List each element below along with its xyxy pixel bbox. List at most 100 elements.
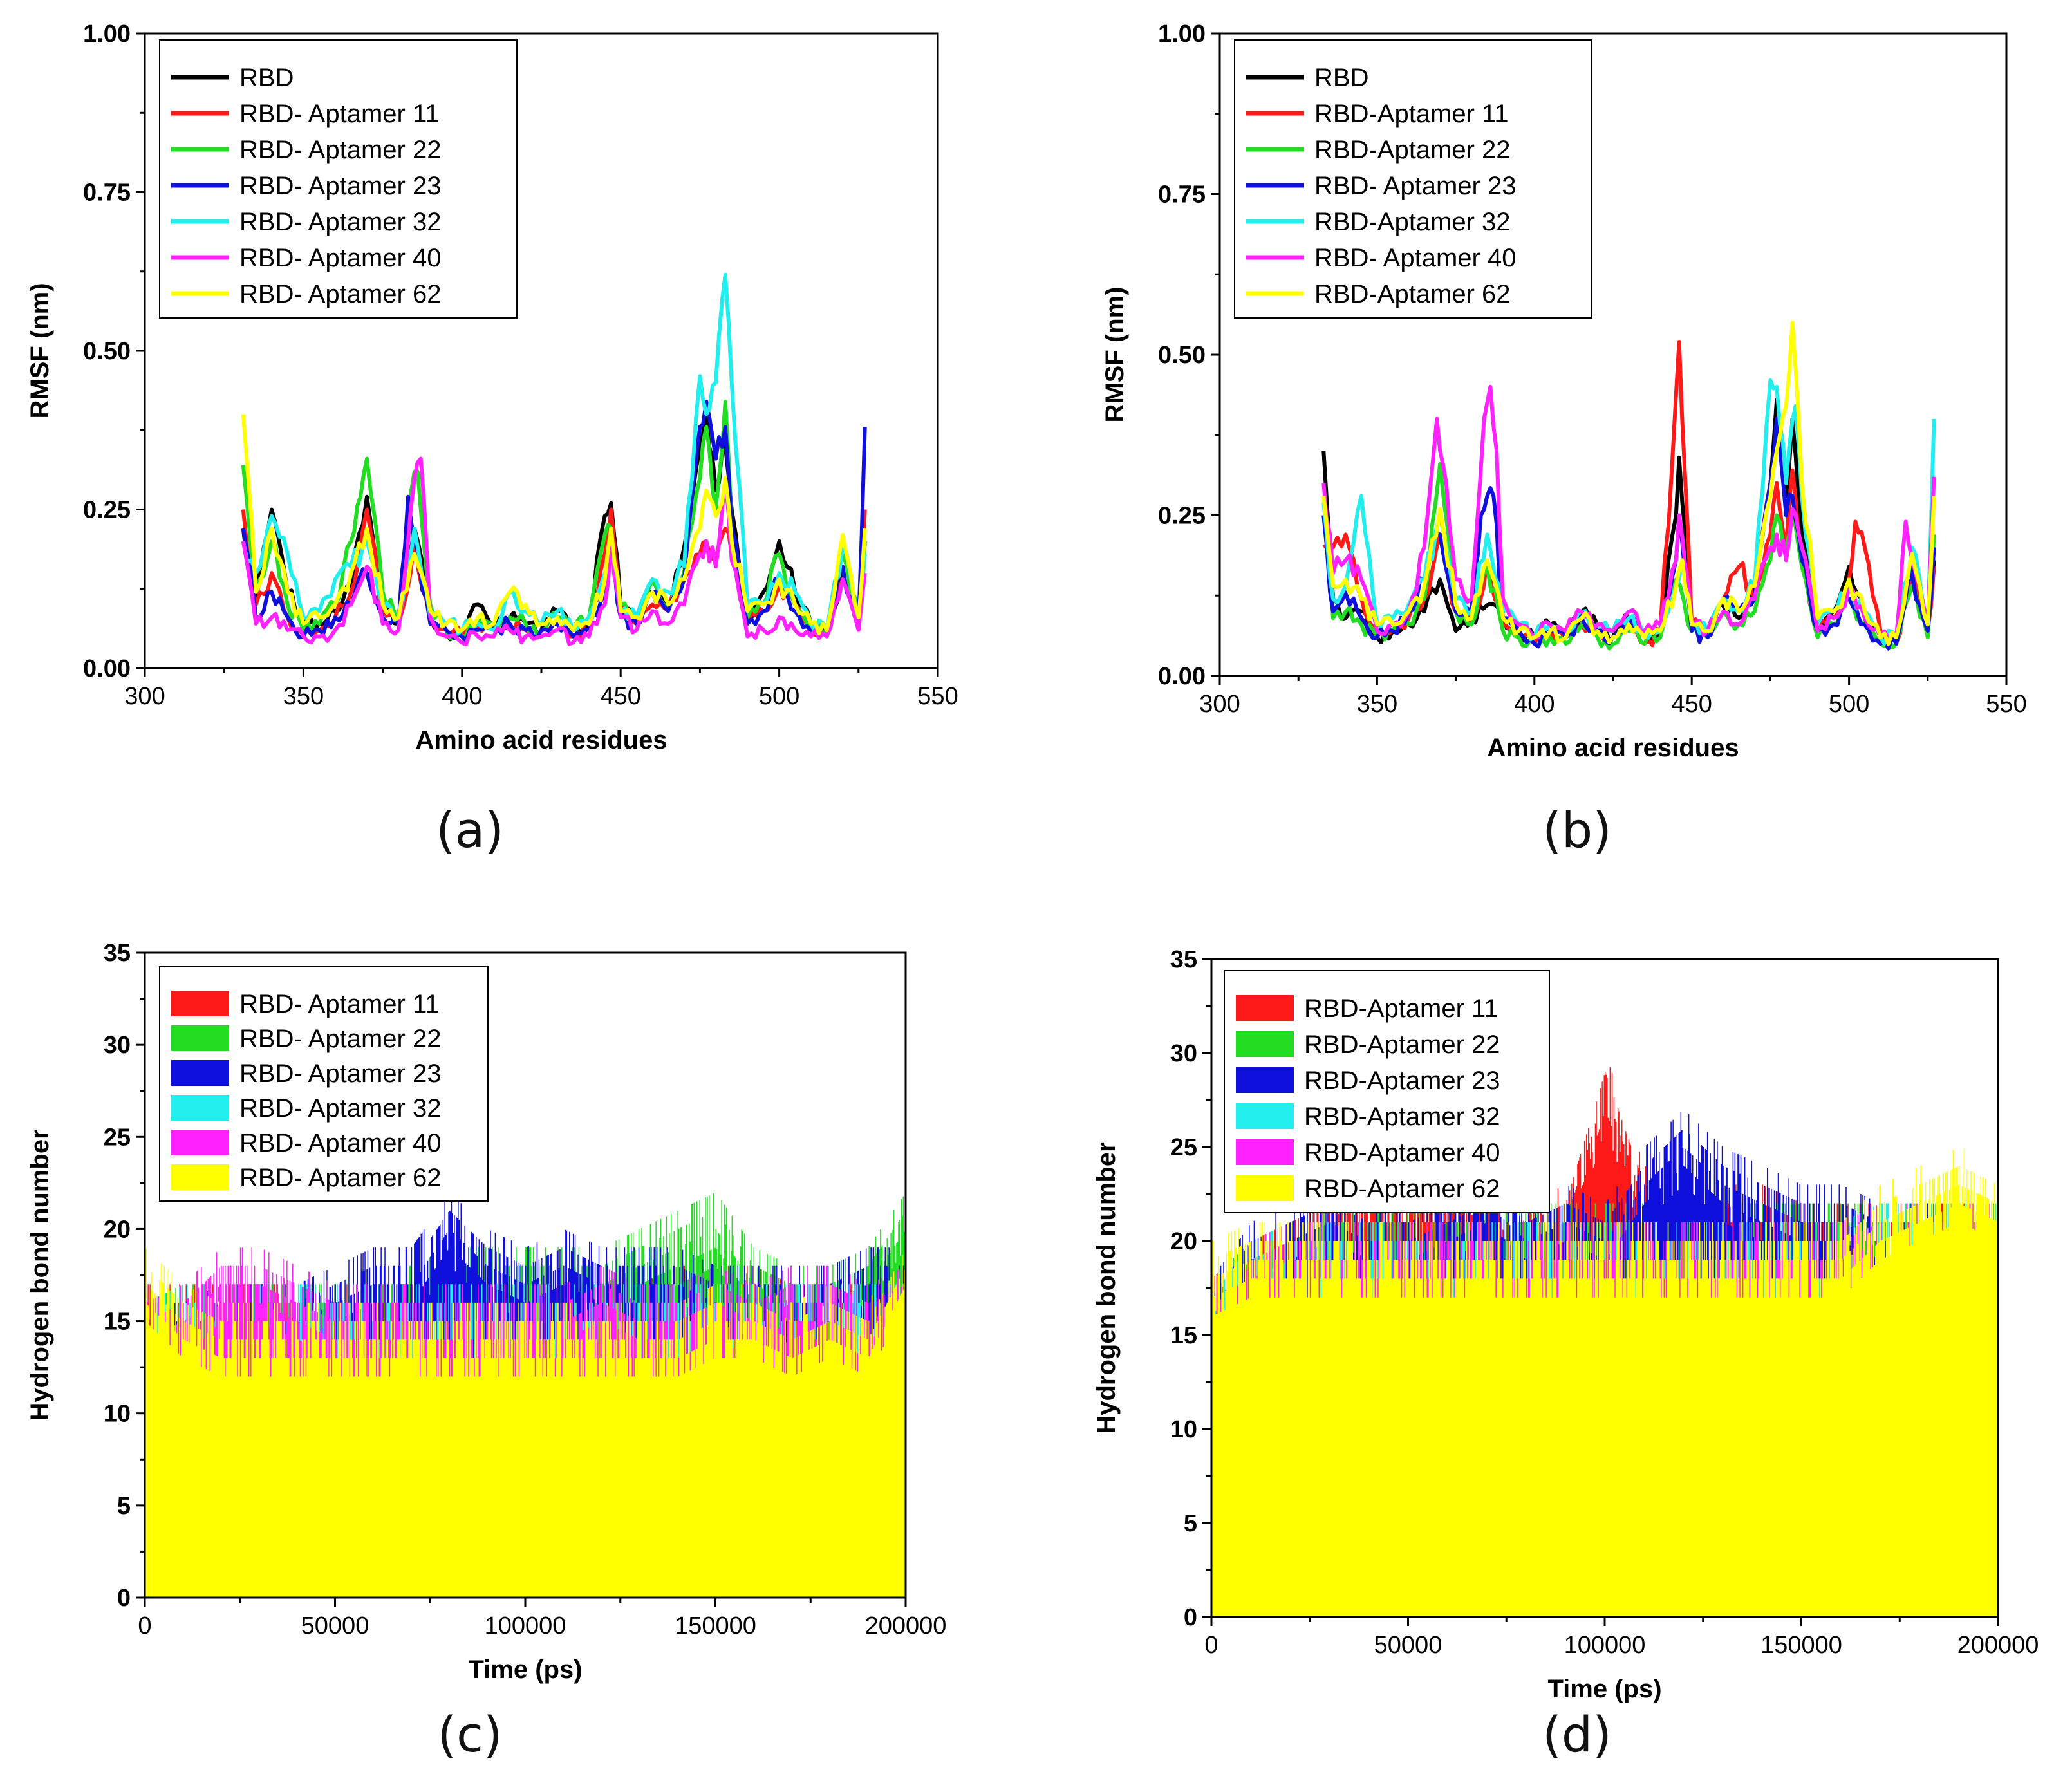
y-axis-label: Hydrogen bond number (26, 1129, 54, 1421)
plot-frame-top (1210, 958, 1999, 1618)
legend-label-rbd-aptamer-22: RBD-Aptamer 22 (1304, 1031, 1500, 1059)
y-tick-label: 0.75 (83, 180, 131, 207)
x-tick-label: 550 (917, 683, 958, 710)
legend-swatch-rbd-aptamer-22 (171, 1025, 229, 1051)
y-tick-label: 0.50 (83, 338, 131, 365)
y-tick-label: 0.25 (1158, 503, 1206, 530)
x-tick-label: 200000 (1957, 1632, 2039, 1659)
y-tick-label: 0.50 (1158, 342, 1206, 369)
y-tick-label: 20 (1170, 1228, 1197, 1255)
legend-label-rbd-aptamer-32: RBD-Aptamer 32 (1304, 1103, 1500, 1131)
y-tick-label: 0.00 (83, 655, 131, 682)
legend-label-rbd-aptamer-23: RBD- Aptamer 23 (1314, 172, 1516, 200)
x-tick-label: 550 (1986, 691, 2026, 718)
y-tick-label: 0 (117, 1585, 131, 1612)
legend-label-rbd-aptamer-22: RBD- Aptamer 22 (239, 136, 441, 164)
y-tick-label: 35 (104, 940, 131, 967)
x-tick-label: 450 (600, 683, 640, 710)
legend-label-rbd-aptamer-62: RBD-Aptamer 62 (1304, 1175, 1500, 1203)
legend-swatch-rbd-aptamer-22 (1236, 1031, 1294, 1057)
y-tick-label: 10 (104, 1401, 131, 1428)
x-axis-label: Amino acid residues (1487, 734, 1739, 762)
y-axis-label: RMSF (nm) (26, 283, 54, 418)
legend-label-rbd-aptamer-22: RBD-Aptamer 22 (1314, 136, 1511, 164)
y-tick-label: 0.00 (1158, 663, 1206, 690)
legend-label-rbd-aptamer-11: RBD- Aptamer 11 (239, 990, 440, 1018)
legend-swatch-rbd-aptamer-32 (171, 1095, 229, 1121)
series-line-rbd-aptamer-62 (1321, 321, 1936, 646)
y-tick-label: 30 (104, 1032, 131, 1059)
legend-swatch-rbd-aptamer-11 (1236, 995, 1294, 1021)
x-tick-label: 300 (1199, 691, 1240, 718)
y-tick-label: 20 (104, 1216, 131, 1243)
y-axis-label: RMSF (nm) (1101, 286, 1129, 422)
x-tick-label: 0 (138, 1612, 151, 1639)
y-tick-label: 5 (117, 1493, 131, 1520)
y-tick-label: 5 (1184, 1510, 1197, 1537)
y-tick-label: 0 (1184, 1604, 1197, 1631)
series-area-rbd-aptamer-62 (145, 1248, 906, 1598)
chart-panel-c: 0 50000 100000 150000 200000 0 5 10 15 20 25 30 35 Ti… (26, 940, 947, 1684)
legend-swatch-rbd-aptamer-40 (171, 1130, 229, 1155)
y-tick-label: 25 (1170, 1134, 1197, 1161)
legend-label-rbd-aptamer-62: RBD- Aptamer 62 (239, 1164, 441, 1192)
legend-label-rbd-aptamer-40: RBD- Aptamer 40 (239, 1129, 441, 1157)
legend-label-rbd-aptamer-32: RBD- Aptamer 32 (239, 1094, 441, 1123)
x-tick-label: 200000 (865, 1612, 947, 1639)
y-tick-label: 10 (1170, 1416, 1197, 1443)
caption-d: (d) (1542, 1706, 1612, 1763)
legend-box (1234, 39, 1592, 319)
legend-label-rbd-aptamer-62: RBD- Aptamer 62 (239, 280, 441, 308)
legend-swatch-rbd-aptamer-40 (1236, 1139, 1294, 1165)
legend-label-rbd-aptamer-32: RBD-Aptamer 32 (1314, 208, 1511, 236)
chart-panel-a: 300 350 400 450 500 550 0.00 0.25 0.50 0.75 1.00 Am… (26, 21, 958, 754)
legend-label-rbd: RBD (1314, 64, 1368, 92)
legend-label-rbd-aptamer-32: RBD- Aptamer 32 (239, 208, 441, 236)
legend-label-rbd-aptamer-22: RBD- Aptamer 22 (239, 1025, 441, 1053)
legend-label-rbd-aptamer-40: RBD- Aptamer 40 (1314, 244, 1516, 272)
x-tick-label: 300 (124, 683, 165, 710)
x-axis-label: Amino acid residues (415, 726, 667, 754)
legend-swatch-rbd-aptamer-23 (171, 1060, 229, 1086)
y-tick-label: 15 (1170, 1322, 1197, 1349)
y-axis-label: Hydrogen bond number (1092, 1142, 1121, 1433)
y-tick-label: 1.00 (83, 21, 131, 48)
x-tick-label: 100000 (485, 1612, 566, 1639)
y-tick-label: 1.00 (1158, 21, 1206, 48)
legend-swatch-rbd-aptamer-23 (1236, 1067, 1294, 1093)
y-tick-label: 15 (104, 1309, 131, 1336)
legend-label-rbd-aptamer-11: RBD- Aptamer 11 (239, 100, 440, 128)
x-tick-label: 150000 (675, 1612, 756, 1639)
x-tick-label: 100000 (1564, 1632, 1646, 1659)
x-tick-label: 150000 (1760, 1632, 1842, 1659)
legend-label-rbd-aptamer-40: RBD-Aptamer 40 (1304, 1139, 1500, 1167)
x-tick-label: 0 (1204, 1632, 1218, 1659)
series-line-rbd-aptamer-40 (241, 456, 867, 646)
legend-box (159, 39, 518, 319)
x-tick-label: 400 (442, 683, 482, 710)
x-tick-label: 350 (1357, 691, 1397, 718)
y-tick-label: 0.75 (1158, 182, 1206, 209)
legend-swatch-rbd-aptamer-62 (171, 1164, 229, 1190)
series-line-rbd-aptamer-40 (1321, 384, 1936, 641)
x-tick-label: 50000 (301, 1612, 369, 1639)
x-tick-label: 500 (759, 683, 799, 710)
caption-c: (c) (437, 1706, 503, 1763)
legend-swatch-rbd-aptamer-62 (1236, 1175, 1294, 1201)
caption-a: (a) (436, 801, 504, 859)
legend-label-rbd-aptamer-40: RBD- Aptamer 40 (239, 244, 441, 272)
y-tick-label: 35 (1170, 946, 1197, 973)
legend-label-rbd-aptamer-23: RBD- Aptamer 23 (239, 1059, 441, 1088)
y-tick-label: 0.25 (83, 497, 131, 524)
x-tick-label: 400 (1514, 691, 1555, 718)
caption-b: (b) (1542, 801, 1612, 859)
legend-swatch-rbd-aptamer-32 (1236, 1103, 1294, 1129)
legend-swatch-rbd-aptamer-11 (171, 991, 229, 1016)
chart-panel-b: 300 350 400 450 500 550 0.00 0.25 0.50 0.75 1.00 Am… (1101, 21, 2027, 762)
x-tick-label: 500 (1829, 691, 1869, 718)
y-tick-label: 25 (104, 1124, 131, 1151)
legend-label-rbd-aptamer-23: RBD- Aptamer 23 (239, 172, 441, 200)
legend-label-rbd-aptamer-62: RBD-Aptamer 62 (1314, 280, 1511, 308)
legend-label-rbd-aptamer-11: RBD-Aptamer 11 (1304, 994, 1498, 1023)
